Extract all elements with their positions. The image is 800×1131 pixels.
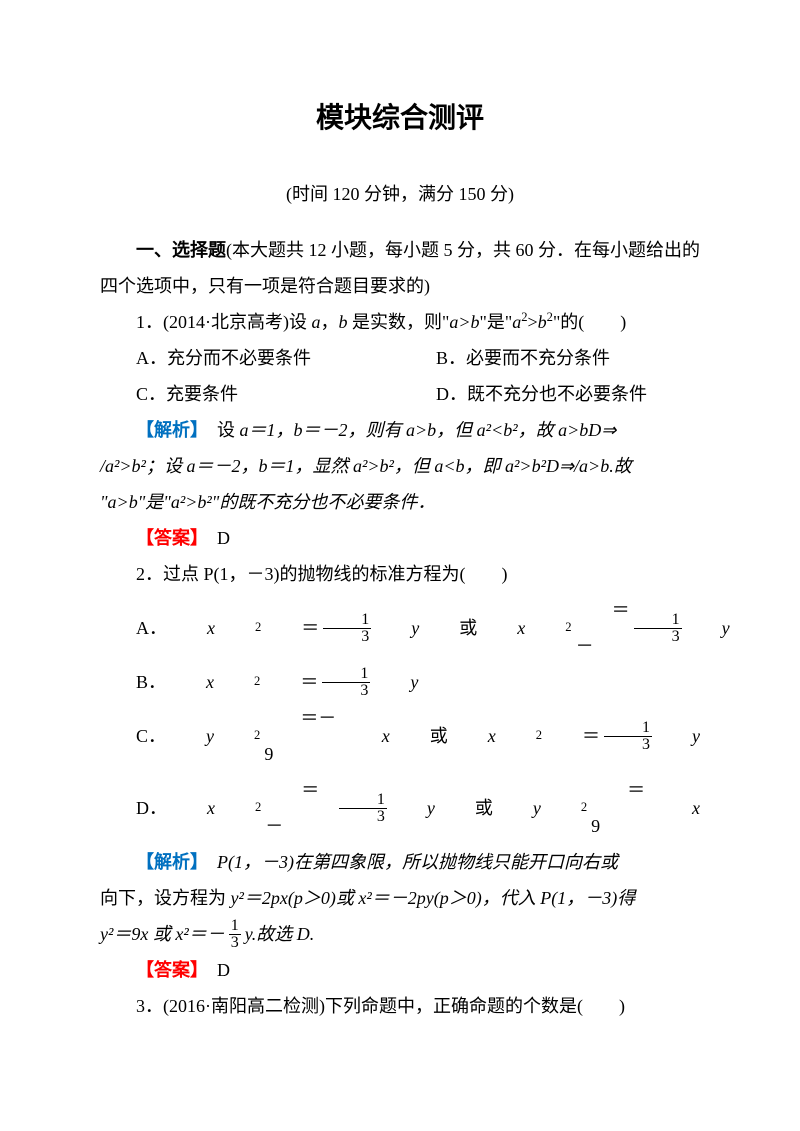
q2-analysis-line2: 向下，设方程为 y²＝2px(p＞0)或 x²＝－2py(p＞0)，代入 P(1… (100, 880, 700, 916)
q1-analysis-line3: "a>b"是"a²>b²"的既不充分也不必要条件． (100, 484, 700, 520)
page-title: 模块综合测评 (100, 90, 700, 146)
q2-analysis: 【解析】 P(1，－3)在第四象限，所以抛物线只能开口向右或 (100, 844, 700, 880)
analysis-label: 【解析】 (136, 420, 199, 440)
q1-option-c: C．充要条件 (100, 376, 400, 412)
analysis-label-2: 【解析】 (136, 852, 199, 872)
q1-option-a: A．充分而不必要条件 (100, 340, 400, 376)
subtitle: (时间 120 分钟，满分 150 分) (100, 176, 700, 212)
section-1-label: 一、选择题 (136, 240, 226, 260)
question-2: 2．过点 P(1，－3)的抛物线的标准方程为() (100, 556, 700, 592)
question-3: 3．(2016·南阳高二检测)下列命题中，正确命题的个数是() (100, 988, 700, 1024)
q1-analysis: 【解析】 设 a＝1，b＝－2，则有 a>b，但 a²<b²，故 a>bD⇒ (100, 412, 700, 448)
q2-answer: 【答案】 D (100, 952, 700, 988)
question-1: 1．(2014·北京高考)设 a，b 是实数，则"a>b"是"a2>b2"的() (100, 304, 700, 340)
q1-options-row2: C．充要条件 D．既不充分也不必要条件 (100, 376, 700, 412)
answer-label: 【答案】 (136, 528, 199, 548)
q1-answer: 【答案】 D (100, 520, 700, 556)
q1-option-b: B．必要而不充分条件 (400, 340, 700, 376)
q1-analysis-line2: /a²>b²；设 a＝－2，b＝1，显然 a²>b²，但 a<b，即 a²>b²… (100, 448, 700, 484)
section-1-header: 一、选择题(本大题共 12 小题，每小题 5 分，共 60 分．在每小题给出的四… (100, 232, 700, 304)
q2-option-a: A．x2＝13y 或 x2＝－13y (100, 592, 700, 664)
q2-option-c: C．y2＝－9x 或 x2＝13y (100, 700, 700, 772)
q1-options-row1: A．充分而不必要条件 B．必要而不充分条件 (100, 340, 700, 376)
answer-label-2: 【答案】 (136, 960, 199, 980)
q2-analysis-line3: y²＝9x 或 x²＝－13y.故选 D. (100, 916, 700, 952)
q1-option-d: D．既不充分也不必要条件 (400, 376, 700, 412)
q2-option-b: B．x2＝13y (100, 664, 700, 700)
q2-option-d: D．x2＝－13y 或 y2＝9x (100, 772, 700, 844)
